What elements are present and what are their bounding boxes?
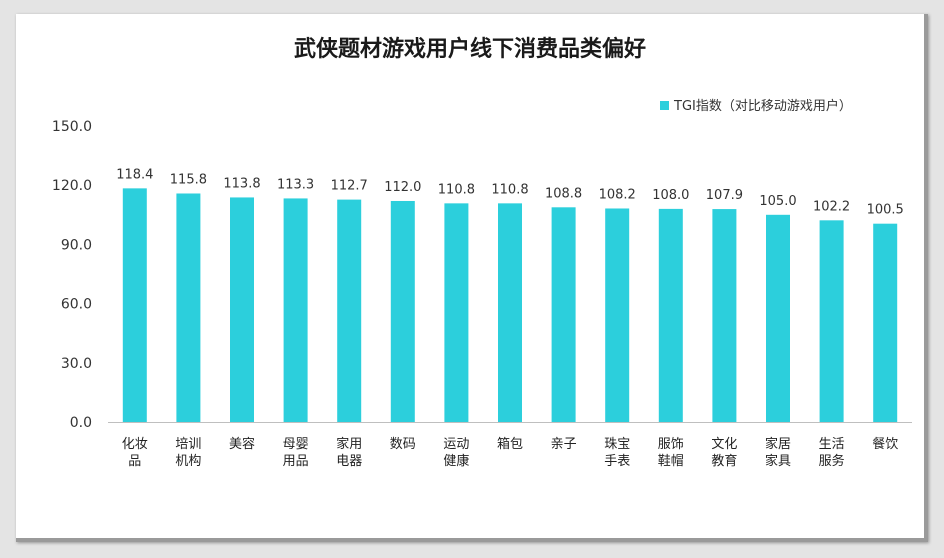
chart-title: 武侠题材游戏用户线下消费品类偏好 — [294, 36, 646, 62]
data-label: 110.8 — [491, 182, 528, 197]
category-label: 生活服务 — [819, 437, 845, 469]
category-label: 家用电器 — [336, 436, 362, 469]
data-label: 107.9 — [706, 188, 743, 203]
data-label: 115.8 — [170, 172, 207, 187]
bar — [283, 198, 308, 422]
bar — [122, 188, 147, 422]
category-label: 美容 — [229, 436, 255, 452]
category-labels: 化妆品 培训机构 美容 母婴用品 家用电器 数码 运动健康 箱包 亲子 珠宝手表 服饰鞋帽 文化教育 家… — [122, 436, 898, 469]
category-label: 文化教育 — [711, 437, 737, 469]
data-label: 113.3 — [277, 177, 314, 192]
bar — [230, 197, 254, 422]
y-tick-label: 60.0 — [61, 297, 92, 313]
data-label: 102.2 — [813, 199, 850, 214]
y-tick-label: 30.0 — [61, 356, 92, 372]
category-label: 化妆品 — [122, 437, 148, 469]
data-label: 113.8 — [223, 176, 260, 191]
chart-card: 武侠题材游戏用户线下消费品类偏好 TGI指数（对比移动游戏用户） 0.0 30.0… — [16, 14, 928, 542]
y-tick-label: 120.0 — [52, 178, 92, 194]
data-labels: 118.4 115.8 113.8 113.3 112.7 112.0 110.8 110.8… — [116, 167, 904, 217]
data-label: 100.5 — [867, 203, 904, 218]
category-label: 珠宝手表 — [604, 437, 630, 469]
category-label: 服饰鞋帽 — [658, 437, 684, 469]
category-label: 餐饮 — [872, 436, 898, 452]
bar-chart: 武侠题材游戏用户线下消费品类偏好 TGI指数（对比移动游戏用户） 0.0 30.0… — [52, 36, 912, 469]
y-tick-label: 90.0 — [61, 237, 92, 253]
data-label: 108.0 — [652, 188, 689, 203]
bars — [122, 188, 898, 422]
data-label: 112.7 — [331, 179, 368, 194]
y-tick-label: 0.0 — [70, 415, 92, 431]
legend-swatch — [660, 101, 669, 110]
data-label: 108.2 — [599, 187, 636, 202]
bar — [605, 208, 630, 422]
bar — [873, 223, 898, 422]
category-label: 培训机构 — [175, 436, 201, 469]
category-label: 箱包 — [497, 436, 523, 452]
legend-label: TGI指数（对比移动游戏用户） — [673, 98, 852, 114]
category-label: 亲子 — [551, 437, 577, 452]
bar — [551, 207, 576, 422]
bar — [498, 203, 522, 422]
bar — [766, 214, 790, 422]
bar — [390, 200, 415, 422]
category-label: 数码 — [390, 437, 416, 452]
data-label: 105.0 — [759, 194, 796, 209]
y-axis-ticks: 0.0 30.0 60.0 90.0 120.0 150.0 — [52, 119, 92, 431]
bar — [444, 203, 469, 422]
bar — [658, 208, 683, 422]
data-label: 112.0 — [384, 180, 421, 195]
data-label: 118.4 — [116, 167, 153, 182]
y-tick-label: 150.0 — [52, 119, 92, 135]
category-label: 运动健康 — [443, 437, 469, 469]
data-label: 110.8 — [438, 182, 475, 197]
category-label: 母婴用品 — [283, 437, 309, 469]
data-label: 108.8 — [545, 186, 582, 201]
bar — [819, 220, 844, 422]
bar — [712, 209, 737, 422]
category-label: 家居家具 — [765, 436, 791, 469]
bar — [337, 199, 362, 422]
bar — [176, 193, 201, 422]
